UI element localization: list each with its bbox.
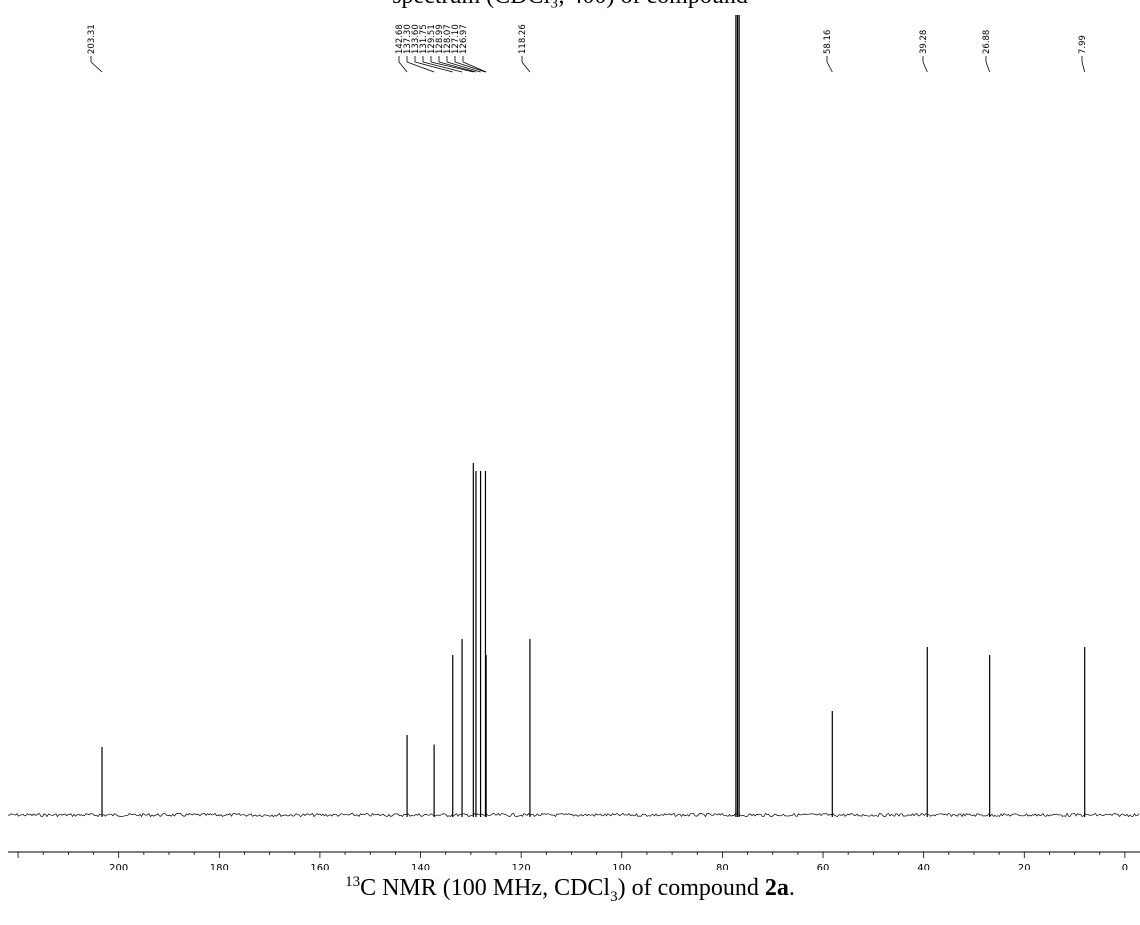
peak-label-connector <box>90 56 103 73</box>
peak-label: 142.68 <box>395 24 405 54</box>
baseline-noise <box>7 812 1140 818</box>
peak-label: 203.31 <box>87 24 97 54</box>
peak-label: 118.26 <box>518 24 528 54</box>
peak-label: 128.99 <box>435 24 445 54</box>
peak-label: 126.97 <box>459 24 469 54</box>
peak-label-connector <box>446 56 481 73</box>
x-tick-label: 80 <box>716 863 729 870</box>
peak-label-connector <box>438 56 477 73</box>
peak-label-connector <box>826 56 833 73</box>
caption-text-2: ) of compound <box>617 875 765 901</box>
peak-label: 127.10 <box>451 24 461 54</box>
peak-label-connector <box>922 56 928 73</box>
x-tick-label: 180 <box>210 863 229 870</box>
x-tick-label: 140 <box>411 863 430 870</box>
caption-text: C NMR (100 MHz, CDCl <box>360 875 611 901</box>
peak-label-connector <box>414 56 453 73</box>
peak-label-connector <box>406 56 435 73</box>
x-axis-unit-label: ppm <box>620 869 636 870</box>
peak-label: 26.88 <box>982 30 992 54</box>
peak-label-connector <box>422 56 463 73</box>
x-tick-label: 200 <box>109 863 128 870</box>
peak-label: 128.07 <box>443 24 453 54</box>
peak-label-connector <box>398 56 408 73</box>
compound-label: 2a <box>764 875 789 901</box>
caption-subscript: 3 <box>610 888 618 905</box>
x-tick-label: 0 <box>1122 863 1128 870</box>
peak-label-connector <box>430 56 474 73</box>
x-tick-label: 60 <box>817 863 830 870</box>
peak-label-group: 203.31 142.68137.30133.60131.75129.51128.… <box>87 24 1088 73</box>
x-axis: 200180160140120100806040200ppm <box>8 851 1140 870</box>
peak-label-connector <box>454 56 486 73</box>
x-tick-label: 100 <box>612 863 631 870</box>
nmr-spectrum-chart: 203.31 142.68137.30133.60131.75129.51128.… <box>7 15 1140 870</box>
spectrum-trace <box>7 15 1140 818</box>
x-tick-label: 160 <box>310 863 329 870</box>
caption-isotope: 13 <box>345 874 361 890</box>
peak-label: 39.28 <box>919 30 929 54</box>
peak-label-connector <box>985 56 991 73</box>
caption-period: . <box>788 875 795 901</box>
peak-label: 129.51 <box>427 24 437 54</box>
peak-label-connector <box>521 56 531 73</box>
x-tick-label: 20 <box>1018 863 1031 870</box>
peak-label: 58.16 <box>823 30 833 54</box>
figure-caption: 13C NMR (100 MHz, CDCl3) of compound 2a. <box>0 874 1140 905</box>
truncated-header-text: spectrum (CDCl₃, 400) of compound <box>0 0 1140 8</box>
peak-label-connector <box>1081 56 1086 73</box>
peak-label: 7.99 <box>1078 35 1088 54</box>
peak-label: 137.30 <box>403 24 413 54</box>
x-tick-label: 120 <box>512 863 531 870</box>
peak-label: 131.75 <box>419 24 429 54</box>
peak-label: 133.60 <box>411 24 421 54</box>
x-tick-label: 40 <box>917 863 930 870</box>
peak-label-connector <box>462 56 487 73</box>
